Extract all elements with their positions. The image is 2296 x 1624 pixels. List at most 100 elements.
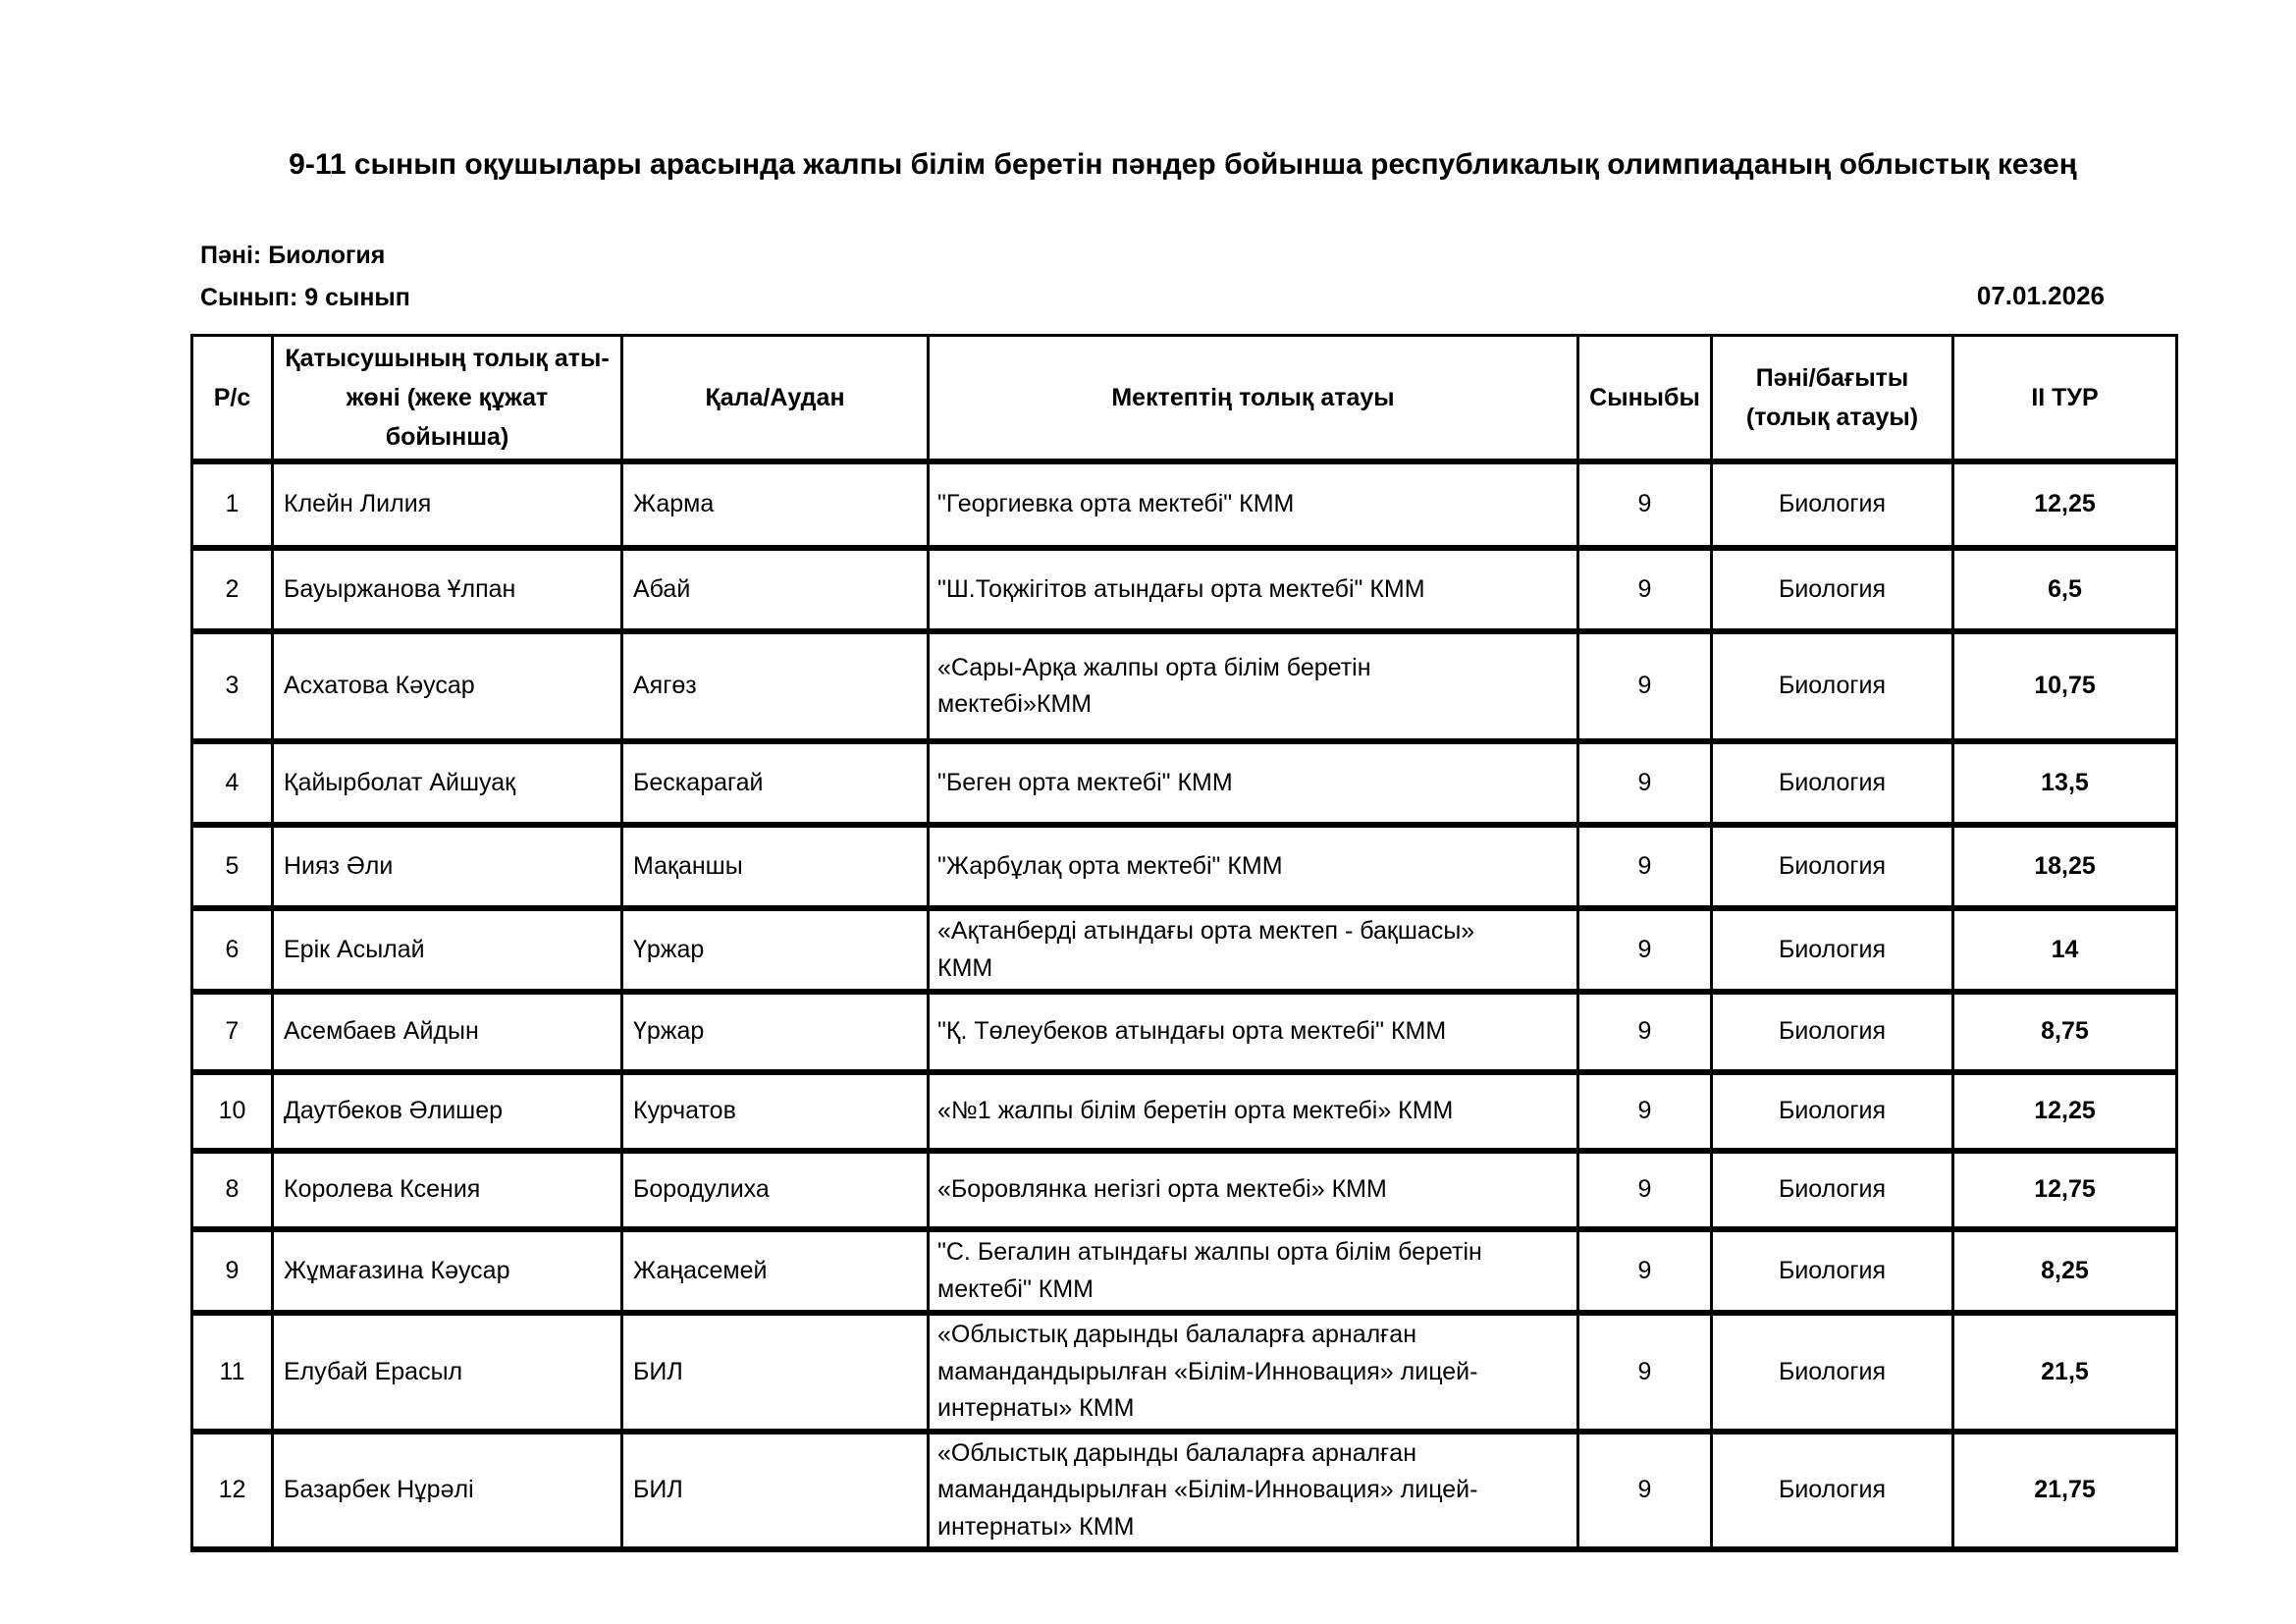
city-district-cell: Үржар xyxy=(620,990,930,1075)
header-city-district: Қала/Аудан xyxy=(620,334,930,464)
city-district-cell: Аягөз xyxy=(620,629,930,744)
row-number-cell: 1 xyxy=(190,460,274,551)
round-2-score-cell: 8,75 xyxy=(1951,990,2178,1075)
round-2-score-cell: 21,5 xyxy=(1951,1311,2178,1435)
row-number-cell: 9 xyxy=(190,1227,274,1316)
round-2-score-cell: 8,25 xyxy=(1951,1227,2178,1316)
round-2-score-cell: 12,25 xyxy=(1951,460,2178,551)
header-row-number: Р/с xyxy=(190,334,274,464)
table-row: 2 Бауыржанова Ұлпан Абай "Ш.Тоқжігітов а… xyxy=(190,546,2178,634)
class-cell: 9 xyxy=(1576,823,1713,911)
participant-name-cell: Жұмағазина Кәусар xyxy=(271,1227,623,1316)
table-row: 5 Нияз Әли Мақаншы "Жарбұлақ орта мектеб… xyxy=(190,823,2178,911)
table-row: 11 Елубай Ерасыл БИЛ «Облыстық дарынды б… xyxy=(190,1311,2178,1435)
school-name-cell: «№1 жалпы білім беретін орта мектебі» КМ… xyxy=(927,1070,1579,1154)
round-2-score-cell: 12,75 xyxy=(1951,1149,2178,1232)
school-name-cell: "Беген орта мектебі" КММ xyxy=(927,739,1579,828)
table-row: 3 Асхатова Кәусар Аягөз «Сары-Арқа жалпы… xyxy=(190,629,2178,744)
participant-name-cell: Клейн Лилия xyxy=(271,460,623,551)
subject-cell: Биология xyxy=(1710,460,1954,551)
class-cell: 9 xyxy=(1576,739,1713,828)
city-district-cell: Жарма xyxy=(620,460,930,551)
header-school-name: Мектептің толық атауы xyxy=(927,334,1579,464)
school-name-cell: «Ақтанберді атындағы орта мектеп - бақша… xyxy=(927,906,1579,995)
subject-cell: Биология xyxy=(1710,906,1954,995)
page-title: 9-11 сынып оқушылары арасында жалпы білі… xyxy=(289,148,2077,181)
table-row: 9 Жұмағазина Кәусар Жаңасемей "С. Бегали… xyxy=(190,1227,2178,1316)
participant-name-cell: Королева Ксения xyxy=(271,1149,623,1232)
header-class: Сыныбы xyxy=(1576,334,1713,464)
subject-cell: Биология xyxy=(1710,1227,1954,1316)
school-name-cell: "Ш.Тоқжігітов атындағы орта мектебі" КММ xyxy=(927,546,1579,634)
row-number-cell: 11 xyxy=(190,1311,274,1435)
row-number-cell: 4 xyxy=(190,739,274,828)
city-district-cell: Үржар xyxy=(620,906,930,995)
class-cell: 9 xyxy=(1576,1227,1713,1316)
round-2-score-cell: 12,25 xyxy=(1951,1070,2178,1154)
participant-name-cell: Бауыржанова Ұлпан xyxy=(271,546,623,634)
header-participant-name: Қатысушының толық аты-жөні (жеке құжат б… xyxy=(271,334,623,464)
table-row: 8 Королева Ксения Бородулиха «Боровлянка… xyxy=(190,1149,2178,1232)
round-2-score-cell: 14 xyxy=(1951,906,2178,995)
class-cell: 9 xyxy=(1576,546,1713,634)
table-header-row: Р/с Қатысушының толық аты-жөні (жеке құж… xyxy=(190,334,2178,464)
table-row: 10 Даутбеков Әлишер Курчатов «№1 жалпы б… xyxy=(190,1070,2178,1154)
class-cell: 9 xyxy=(1576,990,1713,1075)
row-number-cell: 3 xyxy=(190,629,274,744)
city-district-cell: Абай xyxy=(620,546,930,634)
subject-label: Пәні: Биология xyxy=(200,242,386,269)
school-name-cell: «Облыстық дарынды балаларға арналған мам… xyxy=(927,1430,1579,1552)
subject-cell: Биология xyxy=(1710,1430,1954,1552)
row-number-cell: 5 xyxy=(190,823,274,911)
subject-cell: Биология xyxy=(1710,990,1954,1075)
participant-name-cell: Асембаев Айдын xyxy=(271,990,623,1075)
city-district-cell: БИЛ xyxy=(620,1311,930,1435)
class-cell: 9 xyxy=(1576,1430,1713,1552)
subject-cell: Биология xyxy=(1710,1311,1954,1435)
participant-name-cell: Даутбеков Әлишер xyxy=(271,1070,623,1154)
participant-name-cell: Ерік Асылай xyxy=(271,906,623,995)
header-round-2: II ТУР xyxy=(1951,334,2178,464)
city-district-cell: Мақаншы xyxy=(620,823,930,911)
city-district-cell: Бескарагай xyxy=(620,739,930,828)
city-district-cell: Бородулиха xyxy=(620,1149,930,1232)
class-cell: 9 xyxy=(1576,1311,1713,1435)
city-district-cell: Курчатов xyxy=(620,1070,930,1154)
school-name-cell: "Қ. Төлеубеков атындағы орта мектебі" КМ… xyxy=(927,990,1579,1075)
grade-label: Сынып: 9 сынып xyxy=(200,284,410,311)
subject-cell: Биология xyxy=(1710,629,1954,744)
round-2-score-cell: 6,5 xyxy=(1951,546,2178,634)
school-name-cell: «Сары-Арқа жалпы орта білім беретін мект… xyxy=(927,629,1579,744)
table-row: 7 Асембаев Айдын Үржар "Қ. Төлеубеков ат… xyxy=(190,990,2178,1075)
header-subject-direction: Пәні/бағыты (толық атауы) xyxy=(1710,334,1954,464)
participant-name-cell: Елубай Ерасыл xyxy=(271,1311,623,1435)
table-row: 4 Қайырболат Айшуақ Бескарагай "Беген ор… xyxy=(190,739,2178,828)
school-name-cell: "С. Бегалин атындағы жалпы орта білім бе… xyxy=(927,1227,1579,1316)
row-number-cell: 10 xyxy=(190,1070,274,1154)
participant-name-cell: Базарбек Нұрәлі xyxy=(271,1430,623,1552)
city-district-cell: Жаңасемей xyxy=(620,1227,930,1316)
school-name-cell: "Жарбұлақ орта мектебі" КММ xyxy=(927,823,1579,911)
table-body: 1 Клейн Лилия Жарма "Георгиевка орта мек… xyxy=(190,460,2178,1552)
round-2-score-cell: 21,75 xyxy=(1951,1430,2178,1552)
row-number-cell: 8 xyxy=(190,1149,274,1232)
school-name-cell: "Георгиевка орта мектебі" КММ xyxy=(927,460,1579,551)
olympiad-results-table: Р/с Қатысушының толық аты-жөні (жеке құж… xyxy=(190,334,2178,1552)
table-row: 12 Базарбек Нұрәлі БИЛ «Облыстық дарынды… xyxy=(190,1430,2178,1552)
city-district-cell: БИЛ xyxy=(620,1430,930,1552)
subject-cell: Биология xyxy=(1710,823,1954,911)
class-cell: 9 xyxy=(1576,1149,1713,1232)
round-2-score-cell: 10,75 xyxy=(1951,629,2178,744)
round-2-score-cell: 13,5 xyxy=(1951,739,2178,828)
participant-name-cell: Асхатова Кәусар xyxy=(271,629,623,744)
class-cell: 9 xyxy=(1576,1070,1713,1154)
subject-cell: Биология xyxy=(1710,1070,1954,1154)
date-label: 07.01.2026 xyxy=(1976,281,2105,310)
school-name-cell: «Облыстық дарынды балаларға арналған мам… xyxy=(927,1311,1579,1435)
row-number-cell: 7 xyxy=(190,990,274,1075)
row-number-cell: 2 xyxy=(190,546,274,634)
row-number-cell: 12 xyxy=(190,1430,274,1552)
class-cell: 9 xyxy=(1576,906,1713,995)
table-row: 1 Клейн Лилия Жарма "Георгиевка орта мек… xyxy=(190,460,2178,551)
